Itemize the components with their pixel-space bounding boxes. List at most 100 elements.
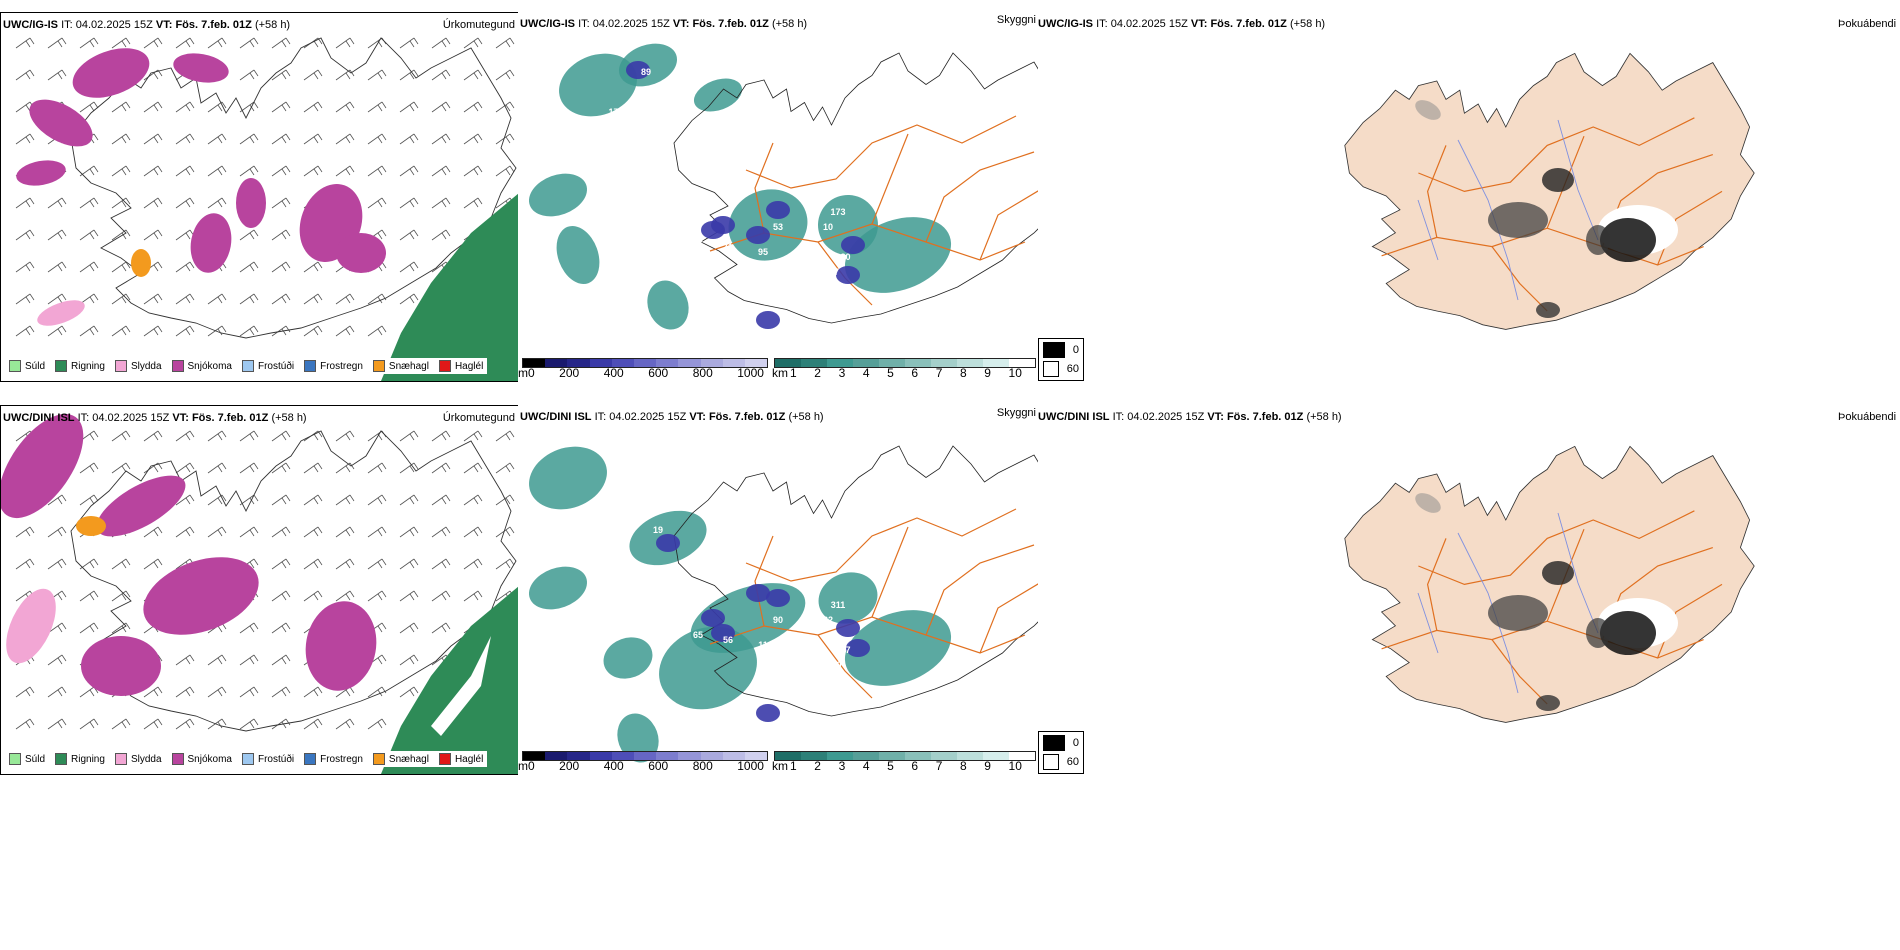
weather-area [746,226,770,244]
value-marker: 83 [745,725,755,735]
tick-label: 6 [911,759,919,773]
weather-area [647,280,689,330]
wind-barb [431,37,451,49]
fog-title: Þokuábendi [1838,18,1897,30]
road-line [925,151,1035,243]
visibility-unit: km [772,366,788,380]
colorbar-step [656,359,679,367]
wind-barb [207,101,227,113]
wind-barb [463,165,483,177]
it-value: 04.02.2025 15Z [609,411,687,423]
legend-swatch [372,360,385,372]
wind-barb [335,526,355,538]
wind-barb [175,165,195,177]
colorbar-step [983,359,1009,367]
road-line [745,508,1017,582]
wind-barb [271,325,291,337]
lead-time: (+58 h) [1306,411,1342,423]
road-line [1381,620,1704,659]
weather-area [844,217,952,293]
wind-barb [79,229,99,241]
wind-barb [111,229,131,241]
legend-swatch [9,753,21,765]
model-name: UWC/IG-IS [1038,18,1093,30]
wind-barb [79,462,99,474]
road-line [979,583,1038,654]
wind-barb [239,229,259,241]
wind-barb [303,325,323,337]
vt-label: VT: [672,18,690,30]
wind-barb [143,165,163,177]
wind-barb [15,133,35,145]
wind-barb [47,325,67,337]
wind-barb [431,229,451,241]
legend-swatch [438,753,451,765]
fog-map [1038,0,1900,392]
tick-label: 2 [814,366,821,380]
weather-area [1586,618,1610,648]
wind-barb [495,430,515,442]
legend-item: Snæhagl [372,753,429,765]
wind-barb [143,430,163,442]
vt-value: Fös. 7.feb. 01Z [191,412,269,424]
weather-area [844,610,952,686]
weather-area [305,601,377,691]
it-label: IT: [578,18,590,30]
wind-barb [463,37,483,49]
visibility-colorbar [774,358,1036,368]
precip-title: Úrkomutegund [442,19,515,31]
wind-barb [335,133,355,145]
visibility-unit: km [772,759,788,773]
weather-area [1542,168,1574,192]
tick-label: 400 [603,759,624,773]
tick-label: 9 [984,759,991,773]
wind-barb [495,494,515,506]
wind-barb [495,462,515,474]
road-line [1426,538,1447,631]
legend-label: Rigning [71,360,105,372]
wind-barb [335,37,355,49]
wind-barb [239,526,259,538]
fog-panel: UWC/DINI ISL IT: 04.02.2025 15Z VT: Fös.… [1038,393,1900,785]
iceland-coastline [1344,52,1755,330]
precip-map [1,13,519,381]
colorbar-step [905,752,931,760]
wind-barb [47,494,67,506]
wind-barb [303,133,323,145]
wind-barb [143,526,163,538]
weather-area [556,225,600,285]
value-marker: 188 [650,132,665,142]
wind-barb [239,325,259,337]
wind-barb [79,494,99,506]
model-name: UWC/IG-IS [520,18,575,30]
wind-barb [175,133,195,145]
wind-barb [47,37,67,49]
legend-label: Frostúði [257,360,295,372]
colorbar-step [545,752,568,760]
vt-label: VT: [1190,18,1208,30]
colorbar-step [523,752,546,760]
wind-barb [15,69,35,81]
tick-label: 10 [1008,759,1022,773]
value-marker: 65 [693,630,703,640]
weather-area [846,639,870,657]
tick-label: 1000 [737,759,764,773]
colorbar-step [983,752,1009,760]
wind-barb [143,37,163,49]
wind-barb [111,101,131,113]
legend-item: Snæhagl [372,360,429,372]
wind-barb [79,261,99,273]
colorbar-step [853,359,879,367]
wind-barb [111,462,131,474]
weather-area [131,249,151,277]
legend-swatch [9,360,21,372]
colorbar-step [931,752,957,760]
wind-barb [399,494,419,506]
weather-area [1600,611,1656,655]
wind-barb [431,494,451,506]
colorbar-step [545,359,568,367]
weather-area [841,236,865,254]
legend-label: Frostregn [320,360,363,372]
wind-barb [463,526,483,538]
wind-barb [463,494,483,506]
